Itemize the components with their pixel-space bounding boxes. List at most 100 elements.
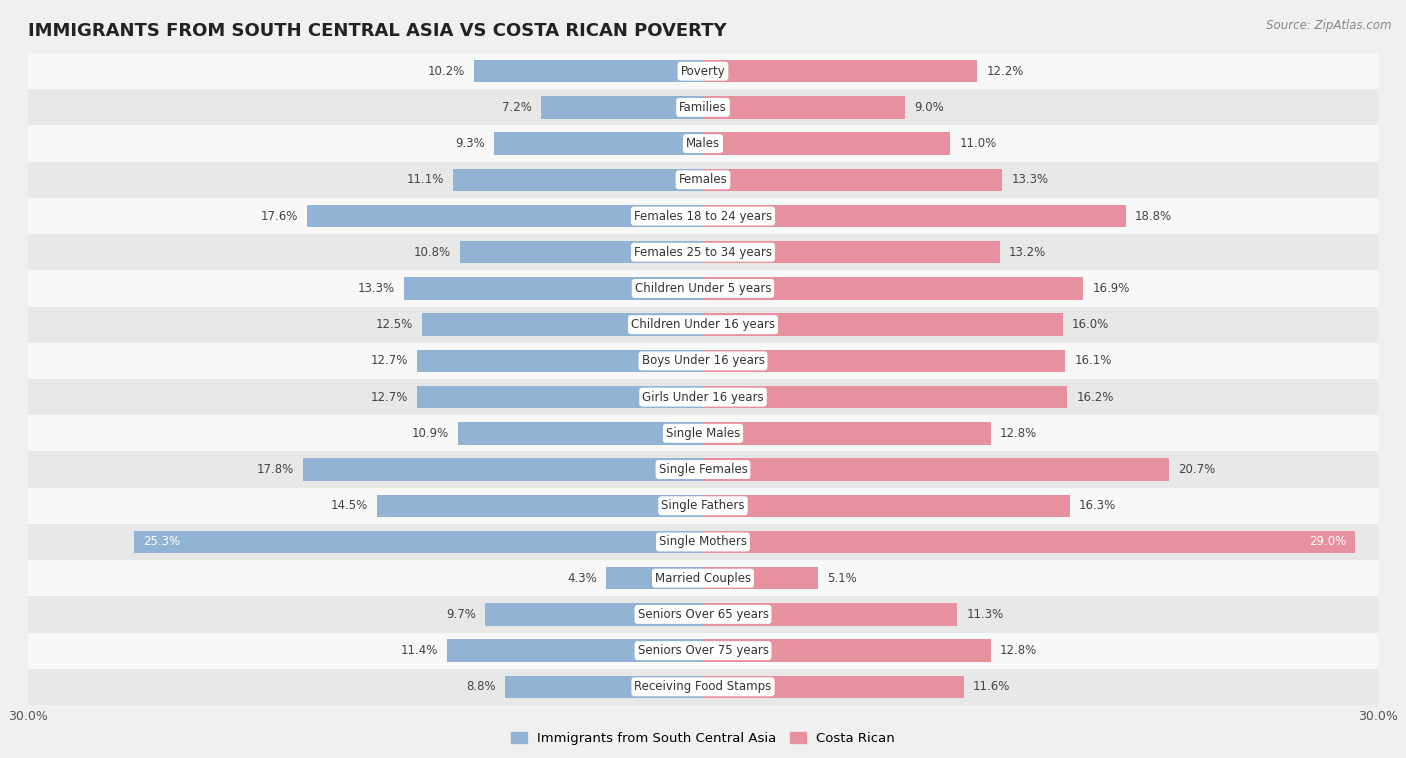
Text: 4.3%: 4.3% bbox=[568, 572, 598, 584]
Bar bbox=[28, 343, 1378, 379]
Bar bbox=[606, 567, 703, 590]
Text: 16.3%: 16.3% bbox=[1078, 500, 1116, 512]
Bar bbox=[28, 597, 1378, 632]
Bar bbox=[703, 277, 1083, 299]
Text: Source: ZipAtlas.com: Source: ZipAtlas.com bbox=[1267, 19, 1392, 32]
Text: 16.1%: 16.1% bbox=[1074, 355, 1112, 368]
Text: 9.7%: 9.7% bbox=[446, 608, 475, 621]
Text: 11.4%: 11.4% bbox=[401, 644, 437, 657]
Text: Single Females: Single Females bbox=[658, 463, 748, 476]
Bar bbox=[703, 241, 1000, 264]
Text: 11.0%: 11.0% bbox=[959, 137, 997, 150]
Bar bbox=[28, 415, 1378, 452]
Text: 16.0%: 16.0% bbox=[1071, 318, 1109, 331]
Bar bbox=[28, 379, 1378, 415]
Text: 13.3%: 13.3% bbox=[1011, 174, 1049, 186]
Bar bbox=[404, 277, 703, 299]
Bar bbox=[703, 386, 1067, 409]
Bar bbox=[447, 640, 703, 662]
Bar bbox=[28, 452, 1378, 487]
Text: 13.2%: 13.2% bbox=[1010, 246, 1046, 258]
Bar bbox=[703, 96, 905, 118]
Text: 11.3%: 11.3% bbox=[966, 608, 1004, 621]
Text: Seniors Over 65 years: Seniors Over 65 years bbox=[637, 608, 769, 621]
Bar bbox=[703, 567, 818, 590]
Text: 14.5%: 14.5% bbox=[330, 500, 368, 512]
Text: 12.8%: 12.8% bbox=[1000, 644, 1038, 657]
Text: 29.0%: 29.0% bbox=[1309, 535, 1347, 549]
Bar bbox=[703, 531, 1355, 553]
Text: 25.3%: 25.3% bbox=[143, 535, 180, 549]
Text: 9.0%: 9.0% bbox=[914, 101, 945, 114]
Bar bbox=[377, 494, 703, 517]
Bar bbox=[703, 494, 1070, 517]
Legend: Immigrants from South Central Asia, Costa Rican: Immigrants from South Central Asia, Cost… bbox=[506, 727, 900, 750]
Text: Poverty: Poverty bbox=[681, 64, 725, 77]
Bar bbox=[703, 459, 1168, 481]
Text: 16.2%: 16.2% bbox=[1077, 390, 1114, 403]
Bar bbox=[703, 349, 1066, 372]
Bar bbox=[494, 133, 703, 155]
Text: 11.6%: 11.6% bbox=[973, 681, 1011, 694]
Text: 10.2%: 10.2% bbox=[427, 64, 464, 77]
Text: 16.9%: 16.9% bbox=[1092, 282, 1129, 295]
Bar bbox=[28, 669, 1378, 705]
Text: 12.2%: 12.2% bbox=[987, 64, 1024, 77]
Text: Females 25 to 34 years: Females 25 to 34 years bbox=[634, 246, 772, 258]
Text: Children Under 16 years: Children Under 16 years bbox=[631, 318, 775, 331]
Text: 12.7%: 12.7% bbox=[371, 355, 408, 368]
Text: Females 18 to 24 years: Females 18 to 24 years bbox=[634, 209, 772, 223]
Bar bbox=[28, 271, 1378, 306]
Bar bbox=[28, 234, 1378, 271]
Text: Children Under 5 years: Children Under 5 years bbox=[634, 282, 772, 295]
Text: Females: Females bbox=[679, 174, 727, 186]
Bar bbox=[703, 422, 991, 444]
Bar bbox=[460, 241, 703, 264]
Bar bbox=[703, 640, 991, 662]
Text: 20.7%: 20.7% bbox=[1178, 463, 1215, 476]
Bar bbox=[703, 168, 1002, 191]
Bar bbox=[418, 386, 703, 409]
Text: Girls Under 16 years: Girls Under 16 years bbox=[643, 390, 763, 403]
Text: 10.8%: 10.8% bbox=[413, 246, 451, 258]
Text: IMMIGRANTS FROM SOUTH CENTRAL ASIA VS COSTA RICAN POVERTY: IMMIGRANTS FROM SOUTH CENTRAL ASIA VS CO… bbox=[28, 23, 727, 40]
Text: Boys Under 16 years: Boys Under 16 years bbox=[641, 355, 765, 368]
Bar bbox=[703, 675, 965, 698]
Bar bbox=[302, 459, 703, 481]
Text: 8.8%: 8.8% bbox=[467, 681, 496, 694]
Bar bbox=[505, 675, 703, 698]
Text: 18.8%: 18.8% bbox=[1135, 209, 1173, 223]
Bar bbox=[703, 603, 957, 625]
Bar bbox=[422, 314, 703, 336]
Text: 12.7%: 12.7% bbox=[371, 390, 408, 403]
Bar bbox=[28, 524, 1378, 560]
Text: 7.2%: 7.2% bbox=[502, 101, 531, 114]
Bar bbox=[703, 133, 950, 155]
Bar bbox=[307, 205, 703, 227]
Text: 5.1%: 5.1% bbox=[827, 572, 856, 584]
Text: 17.6%: 17.6% bbox=[260, 209, 298, 223]
Text: Single Mothers: Single Mothers bbox=[659, 535, 747, 549]
Bar bbox=[28, 53, 1378, 89]
Text: 12.8%: 12.8% bbox=[1000, 427, 1038, 440]
Bar bbox=[28, 126, 1378, 161]
Text: Families: Families bbox=[679, 101, 727, 114]
Bar bbox=[28, 89, 1378, 126]
Bar bbox=[28, 632, 1378, 669]
Text: 12.5%: 12.5% bbox=[375, 318, 413, 331]
Text: 11.1%: 11.1% bbox=[406, 174, 444, 186]
Bar bbox=[28, 487, 1378, 524]
Text: Single Fathers: Single Fathers bbox=[661, 500, 745, 512]
Text: Single Males: Single Males bbox=[666, 427, 740, 440]
Bar bbox=[28, 306, 1378, 343]
Bar bbox=[541, 96, 703, 118]
Bar bbox=[453, 168, 703, 191]
Bar bbox=[418, 349, 703, 372]
Bar bbox=[703, 314, 1063, 336]
Bar bbox=[703, 205, 1126, 227]
Bar bbox=[134, 531, 703, 553]
Bar bbox=[474, 60, 703, 83]
Text: 13.3%: 13.3% bbox=[357, 282, 395, 295]
Text: 10.9%: 10.9% bbox=[412, 427, 449, 440]
Text: 17.8%: 17.8% bbox=[256, 463, 294, 476]
